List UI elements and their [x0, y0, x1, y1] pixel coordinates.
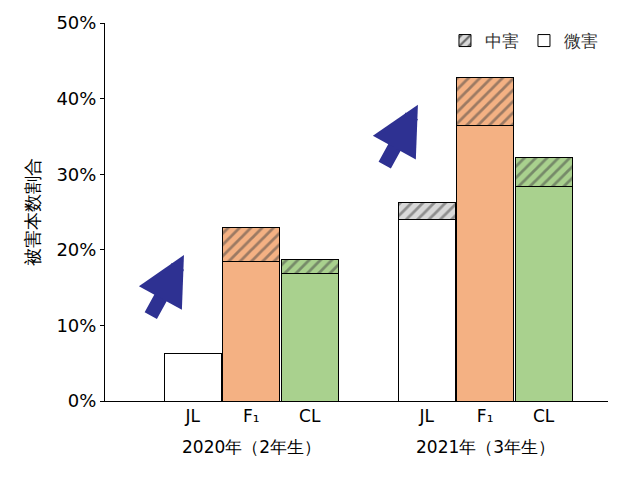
svg-text:F₁: F₁	[477, 406, 494, 426]
svg-text:2020年（2年生）: 2020年（2年生）	[182, 437, 321, 457]
svg-text:被害本数割合: 被害本数割合	[22, 158, 43, 266]
svg-text:2021年（3年生）: 2021年（3年生）	[416, 437, 555, 457]
svg-text:40%: 40%	[56, 88, 96, 109]
svg-text:0%: 0%	[68, 390, 97, 411]
svg-text:F₁: F₁	[243, 406, 260, 426]
svg-text:10%: 10%	[56, 315, 96, 336]
svg-text:30%: 30%	[56, 164, 96, 185]
svg-text:中害: 中害	[485, 31, 519, 51]
svg-text:50%: 50%	[56, 12, 96, 33]
svg-text:CL: CL	[299, 406, 321, 426]
svg-text:JL: JL	[418, 406, 434, 426]
svg-text:JL: JL	[184, 406, 200, 426]
svg-text:微害: 微害	[564, 31, 598, 51]
svg-text:20%: 20%	[56, 239, 96, 260]
svg-text:CL: CL	[533, 406, 555, 426]
